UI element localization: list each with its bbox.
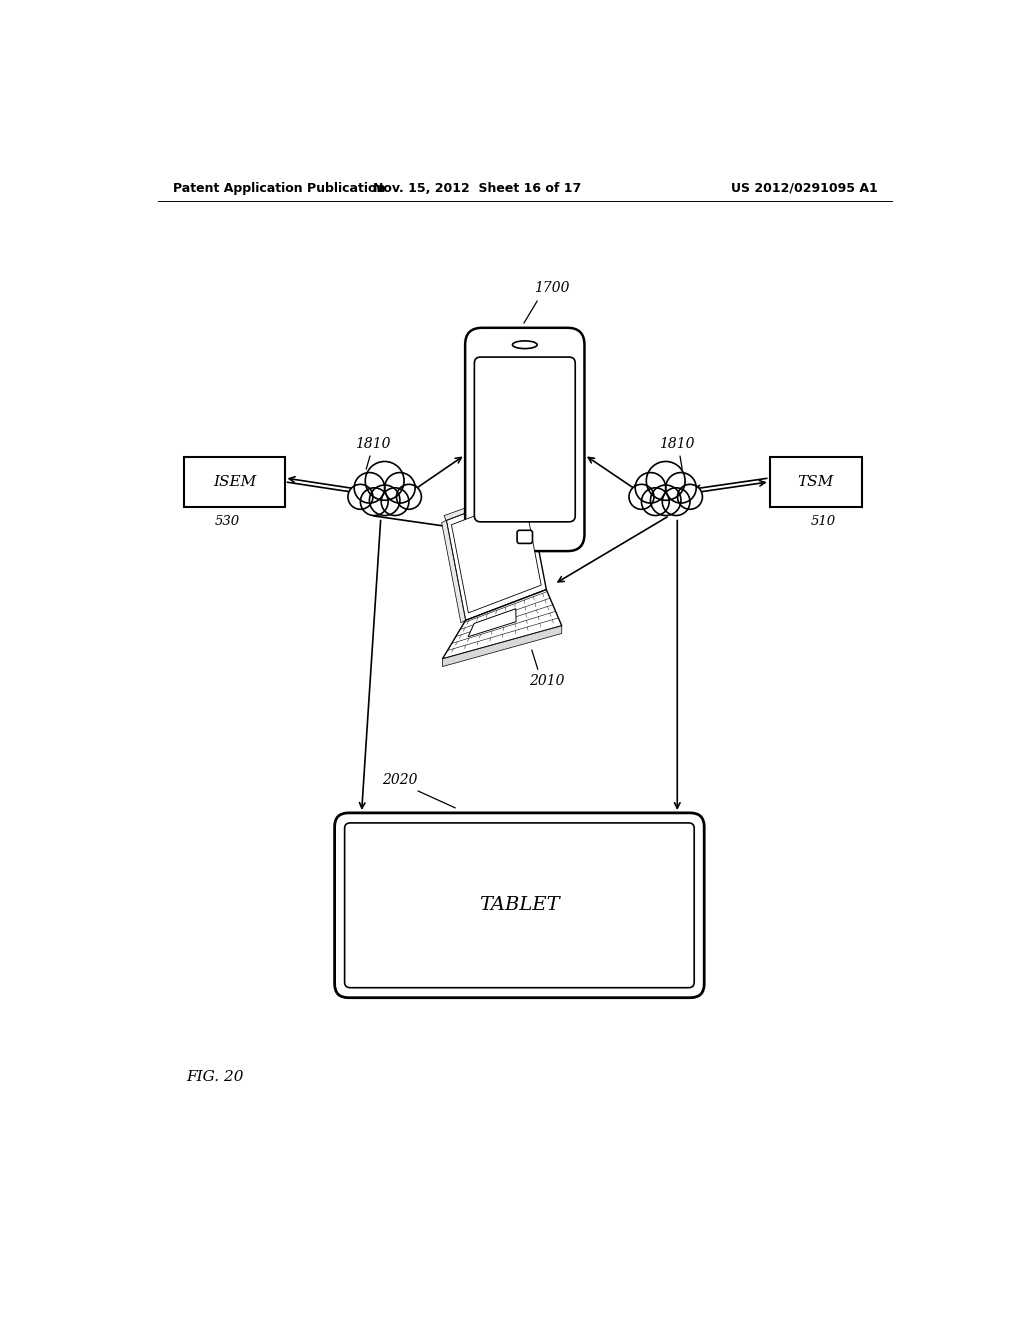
FancyBboxPatch shape <box>335 813 705 998</box>
Text: FIG. 20: FIG. 20 <box>186 1071 244 1084</box>
Polygon shape <box>444 484 529 520</box>
Circle shape <box>396 484 422 510</box>
FancyBboxPatch shape <box>345 822 694 987</box>
Circle shape <box>348 484 373 510</box>
Polygon shape <box>468 609 516 636</box>
Polygon shape <box>452 498 541 612</box>
Circle shape <box>666 473 696 503</box>
Bar <box>184 457 285 507</box>
Circle shape <box>646 462 685 500</box>
Polygon shape <box>446 490 547 620</box>
Circle shape <box>385 473 415 503</box>
Polygon shape <box>442 626 562 667</box>
Text: Nov. 15, 2012  Sheet 16 of 17: Nov. 15, 2012 Sheet 16 of 17 <box>373 182 582 194</box>
Circle shape <box>366 462 404 500</box>
Circle shape <box>629 484 654 510</box>
Circle shape <box>381 488 409 516</box>
Text: US 2012/0291095 A1: US 2012/0291095 A1 <box>731 182 878 194</box>
Polygon shape <box>441 520 466 623</box>
Polygon shape <box>442 590 562 659</box>
Circle shape <box>354 473 385 503</box>
Circle shape <box>650 484 681 516</box>
FancyBboxPatch shape <box>517 531 532 544</box>
Text: 1810: 1810 <box>659 437 695 451</box>
Circle shape <box>635 473 666 503</box>
Text: 2020: 2020 <box>382 774 418 788</box>
Text: 1700: 1700 <box>534 281 569 296</box>
Text: Patent Application Publication: Patent Application Publication <box>173 182 385 194</box>
Circle shape <box>370 484 400 516</box>
Text: TABLET: TABLET <box>479 896 560 915</box>
Circle shape <box>360 488 388 516</box>
Text: 2010: 2010 <box>528 675 564 688</box>
Text: ISEM: ISEM <box>213 475 256 488</box>
Bar <box>770 457 862 507</box>
Text: TSM: TSM <box>798 475 834 488</box>
Circle shape <box>678 484 702 510</box>
Text: 530: 530 <box>214 515 240 528</box>
FancyBboxPatch shape <box>465 327 585 552</box>
Circle shape <box>641 488 669 516</box>
FancyBboxPatch shape <box>474 356 575 521</box>
Circle shape <box>663 488 690 516</box>
Text: 510: 510 <box>811 515 837 528</box>
Text: 1810: 1810 <box>355 437 391 451</box>
Ellipse shape <box>512 341 538 348</box>
